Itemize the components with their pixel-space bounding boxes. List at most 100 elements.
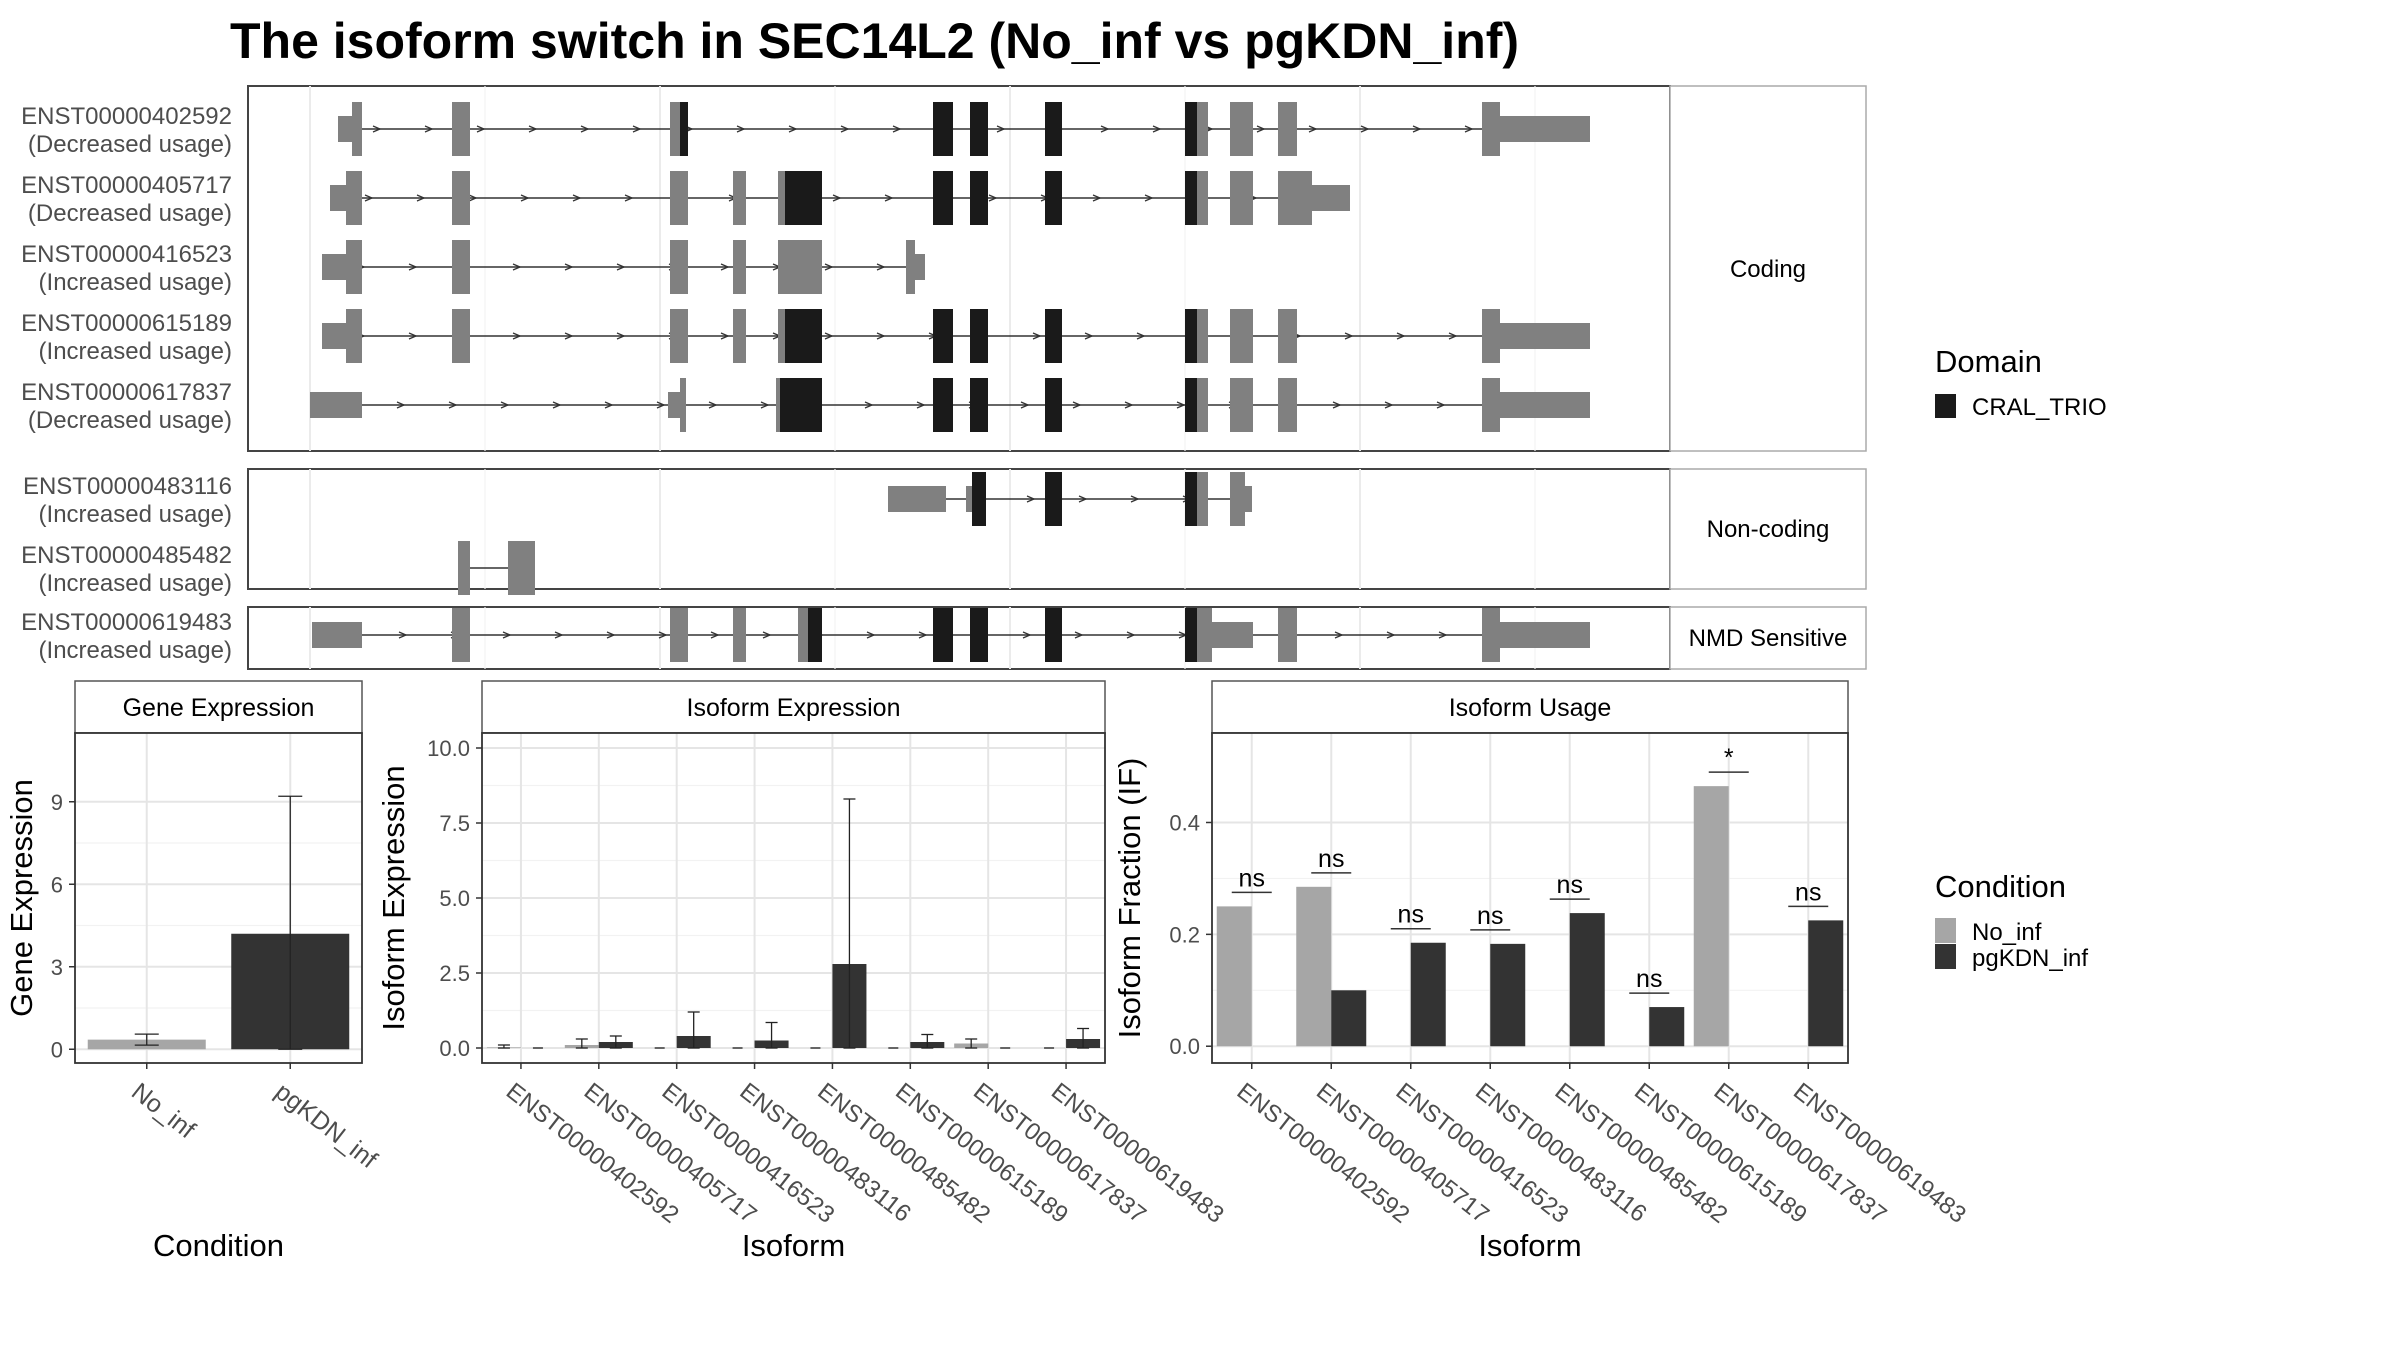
transcript-model: [338, 102, 1590, 156]
intron-arrow: [1020, 401, 1030, 409]
domain-legend-title: Domain: [1935, 344, 2042, 379]
coding-exon: [1230, 102, 1253, 156]
y-tick-label: 0.4: [1169, 810, 1200, 835]
coding-exon: [346, 171, 362, 225]
transcript-id: ENST00000405717: [21, 172, 232, 199]
domain-exon: [933, 102, 953, 156]
intron-arrow: [1074, 631, 1084, 639]
intron-arrow: [1360, 125, 1370, 133]
coding-exon: [1230, 378, 1253, 432]
intron-arrow: [616, 332, 626, 340]
intron-arrow: [564, 263, 574, 271]
intron-arrow: [760, 401, 770, 409]
transcript-model: [312, 608, 1590, 662]
intron-arrow: [408, 332, 418, 340]
domain-exon: [1045, 171, 1062, 225]
intron-arrow: [1072, 401, 1082, 409]
transcript-tracks: [310, 102, 1590, 662]
intron-arrow: [616, 263, 626, 271]
intron-arrow: [916, 401, 926, 409]
utr-exon: [312, 622, 362, 648]
domain-exon: [680, 102, 688, 156]
transcript-usage: (Decreased usage): [28, 200, 232, 227]
intron-arrow: [554, 631, 564, 639]
coding-exon: [1230, 472, 1245, 526]
domain-exon: [933, 171, 953, 225]
y-axis-label: Isoform Fraction (IF): [1112, 758, 1147, 1039]
bar: [1569, 913, 1605, 1047]
intron-arrow: [1308, 125, 1318, 133]
panel-strip: [1211, 680, 1849, 734]
domain-exon: [1045, 608, 1062, 662]
intron-arrow: [1100, 125, 1110, 133]
domain-exon: [1185, 309, 1197, 363]
utr-exon: [1500, 622, 1590, 648]
intron-arrow: [1136, 332, 1146, 340]
domain-exon: [1045, 378, 1062, 432]
x-tick-label: No_inf: [126, 1078, 200, 1145]
transcript-model: [458, 541, 535, 595]
panel-title: Isoform Usage: [1449, 694, 1612, 722]
transcript-usage: (Increased usage): [39, 570, 232, 597]
intron-arrow: [632, 125, 642, 133]
coding-exon: [508, 541, 535, 595]
bar: [1216, 906, 1252, 1047]
intron-arrow: [606, 631, 616, 639]
domain-legend-label: CRAL_TRIO: [1972, 394, 2107, 421]
significance-label: ns: [1795, 878, 1821, 906]
transcript-labels: ENST00000402592 (Decreased usage) ENST00…: [21, 103, 232, 664]
intron-arrow: [918, 631, 928, 639]
intron-arrow: [824, 332, 834, 340]
coding-exon: [1278, 309, 1297, 363]
intron-arrow: [876, 263, 886, 271]
coding-exon: [733, 171, 746, 225]
intron-arrow: [892, 125, 902, 133]
intron-arrow: [1176, 401, 1186, 409]
structure-gridlines: [309, 86, 1536, 669]
transcript-id: ENST00000402592: [21, 103, 232, 130]
intron-arrow: [1144, 194, 1154, 202]
coding-exon: [1230, 171, 1253, 225]
coding-exon: [778, 309, 785, 363]
transcript-usage: (Increased usage): [39, 338, 232, 365]
y-tick-label: 7.5: [439, 811, 470, 836]
transcript-id: ENST00000416523: [21, 241, 232, 268]
transcript-id: ENST00000615189: [21, 310, 232, 337]
intron-arrow: [658, 631, 668, 639]
intron-arrow: [468, 194, 478, 202]
transcript-id: ENST00000485482: [21, 542, 232, 569]
significance-label: *: [1724, 744, 1734, 772]
intron-arrow: [396, 401, 406, 409]
coding-exon: [1197, 102, 1208, 156]
transcript-usage: (Increased usage): [39, 501, 232, 528]
coding-exon: [346, 309, 362, 363]
intron-arrow: [1092, 194, 1102, 202]
intron-arrow: [448, 401, 458, 409]
coding-exon: [733, 608, 746, 662]
significance-label: ns: [1636, 965, 1662, 993]
intron-arrow: [1386, 631, 1396, 639]
y-tick-label: 2.5: [439, 961, 470, 986]
coding-exon: [346, 240, 362, 294]
y-tick-label: 10.0: [427, 736, 470, 761]
intron-arrow: [1022, 631, 1032, 639]
utr-exon: [338, 116, 352, 142]
y-tick-label: 0.0: [1169, 1034, 1200, 1059]
x-axis-label: Isoform: [1478, 1228, 1581, 1263]
utr-exon: [310, 392, 362, 418]
coding-exon: [1197, 472, 1208, 526]
condition-legend-key-no-inf: [1935, 918, 1956, 943]
intron-arrow: [1464, 125, 1474, 133]
transcript-model: [888, 472, 1252, 526]
intron-arrow: [708, 401, 718, 409]
coding-exon: [1197, 378, 1208, 432]
intron-arrow: [1448, 332, 1458, 340]
bar: [1331, 990, 1367, 1047]
strip-coding-label: Coding: [1730, 256, 1806, 283]
intron-arrow: [840, 125, 850, 133]
domain-exon: [970, 378, 988, 432]
condition-legend-label-no-inf: No_inf: [1972, 919, 2042, 946]
intron-arrow: [512, 332, 522, 340]
bar: [1649, 1007, 1685, 1047]
significance-label: ns: [1477, 902, 1503, 930]
